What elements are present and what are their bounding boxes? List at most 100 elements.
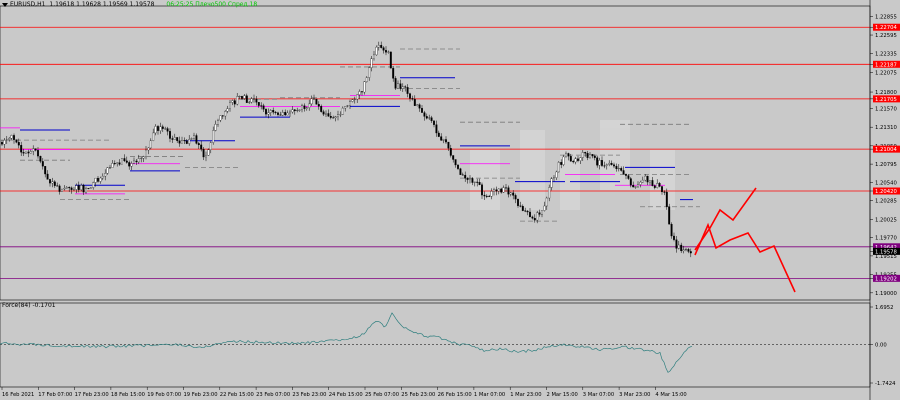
candle-body (610, 162, 613, 165)
candle-body (608, 162, 611, 165)
time-label: 17 Feb 23:00 (75, 392, 109, 398)
candle (632, 181, 635, 188)
candle-body (555, 171, 558, 178)
candle-body (572, 161, 575, 163)
forecast-zigzag-down[interactable] (694, 222, 796, 293)
candle-body (243, 95, 246, 99)
price-label: 1.21800 (875, 90, 898, 96)
watermark (470, 120, 675, 210)
candle (205, 151, 207, 162)
candle (250, 96, 253, 104)
candle (39, 155, 42, 164)
candle (413, 95, 416, 106)
candle (267, 108, 270, 119)
candle (418, 103, 421, 112)
candle (425, 113, 428, 120)
candle (581, 150, 584, 161)
candle (147, 147, 150, 155)
force-index-line[interactable] (0, 312, 693, 373)
candle-body (56, 185, 59, 187)
price-label: 1.22595 (875, 33, 897, 39)
candle (469, 175, 471, 184)
candle (646, 175, 649, 186)
time-label: 19 Feb 07:00 (147, 392, 181, 398)
price-label-bg (873, 274, 900, 282)
candle (430, 115, 433, 123)
candle (651, 176, 654, 187)
candle-body (673, 235, 675, 240)
symbol-menu-triangle-icon[interactable] (2, 2, 8, 7)
candle-body (670, 224, 673, 237)
candle-body (481, 184, 483, 196)
main-price-pane[interactable] (0, 5, 871, 301)
indicator-scale-label: -1.7424 (875, 381, 896, 387)
candle (329, 111, 332, 120)
candle (349, 99, 351, 110)
candle-body (649, 180, 651, 183)
candle (584, 151, 587, 157)
candle (512, 190, 515, 200)
candle-body (130, 163, 133, 167)
candle (658, 181, 661, 188)
candle-body (449, 148, 452, 156)
price-label: 1.19578 (875, 249, 898, 255)
candle-body (637, 184, 639, 187)
candle-body (99, 177, 102, 182)
main-pane-border (0, 5, 871, 301)
price-label: 1.19515 (875, 254, 897, 260)
candle-body (286, 112, 289, 116)
candle-body (298, 109, 301, 111)
candle (488, 194, 491, 197)
candle-body (629, 178, 632, 186)
candle-body (113, 163, 116, 165)
price-label: 1.20025 (875, 217, 897, 223)
candle (505, 183, 507, 192)
price-label: 1.19642 (875, 245, 897, 251)
candle (562, 154, 565, 167)
candle (212, 126, 215, 145)
candle (281, 109, 284, 117)
candle (387, 50, 390, 54)
candle (656, 179, 659, 189)
candle (56, 182, 59, 187)
candle (157, 124, 159, 135)
candle (397, 80, 399, 89)
price-label-bg (873, 243, 900, 251)
candle (49, 178, 51, 187)
candle-body (238, 96, 241, 98)
candle-body (625, 174, 627, 176)
time-label: 24 Feb 15:00 (329, 392, 363, 398)
candle (382, 46, 385, 54)
candle (320, 104, 323, 113)
indicator-pane[interactable] (0, 302, 871, 388)
candle (428, 114, 431, 120)
candle-body (325, 113, 327, 115)
candle (303, 103, 306, 112)
candle (663, 190, 666, 196)
candle (533, 214, 536, 223)
candle (325, 110, 327, 118)
candle-body (327, 113, 330, 117)
time-label: 18 Feb 15:00 (111, 392, 145, 398)
candle-body (296, 109, 299, 112)
candle-body (70, 187, 73, 190)
candle (641, 176, 644, 183)
candle (356, 94, 359, 103)
candle-body (315, 98, 318, 105)
candle-body (49, 179, 51, 184)
candle-body (332, 117, 335, 119)
candle-body (233, 100, 236, 105)
candle (637, 181, 639, 189)
candle-body (82, 185, 85, 193)
candle (574, 156, 577, 165)
candle-body (128, 162, 131, 167)
candle-body (385, 50, 387, 53)
candle (337, 110, 339, 121)
forecast-zigzag-up[interactable] (694, 187, 757, 251)
candle-body (289, 111, 291, 114)
candle-body (512, 192, 515, 196)
candle (473, 181, 476, 187)
candle (73, 186, 75, 191)
